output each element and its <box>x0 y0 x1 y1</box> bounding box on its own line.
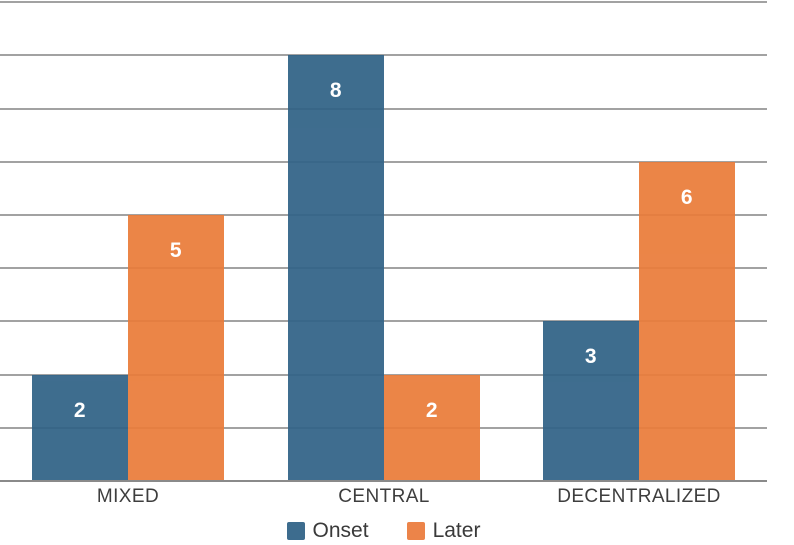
bar-value-label: 8 <box>329 79 343 102</box>
bar-later-decentralized: 6 <box>639 162 735 481</box>
legend-item-onset: Onset <box>286 519 369 543</box>
plot-area: 2 5 8 2 3 6 <box>0 1 767 482</box>
category-label-decentralized: DECENTRALIZED <box>557 486 721 507</box>
bar-value-label: 2 <box>73 399 87 422</box>
bar-value-label: 5 <box>169 239 183 262</box>
bar-onset-decentralized: 3 <box>543 321 639 481</box>
bar-value-label: 3 <box>584 345 598 368</box>
bar-value-label: 6 <box>680 186 694 209</box>
category-label-central: CENTRAL <box>338 486 430 507</box>
bar-onset-central: 8 <box>288 55 384 481</box>
category-label-mixed: MIXED <box>96 486 160 507</box>
legend: Onset Later <box>0 519 767 543</box>
x-axis-line <box>0 480 767 482</box>
legend-swatch-later <box>406 522 425 540</box>
legend-label-onset: Onset <box>312 519 369 542</box>
gridline-9 <box>0 1 767 4</box>
bar-onset-mixed: 2 <box>32 375 128 481</box>
legend-swatch-onset <box>286 522 305 540</box>
legend-label-later: Later <box>432 519 481 542</box>
bar-later-mixed: 5 <box>128 215 224 481</box>
legend-item-later: Later <box>406 519 481 543</box>
bar-value-label: 2 <box>425 399 439 422</box>
bar-later-central: 2 <box>384 375 480 481</box>
